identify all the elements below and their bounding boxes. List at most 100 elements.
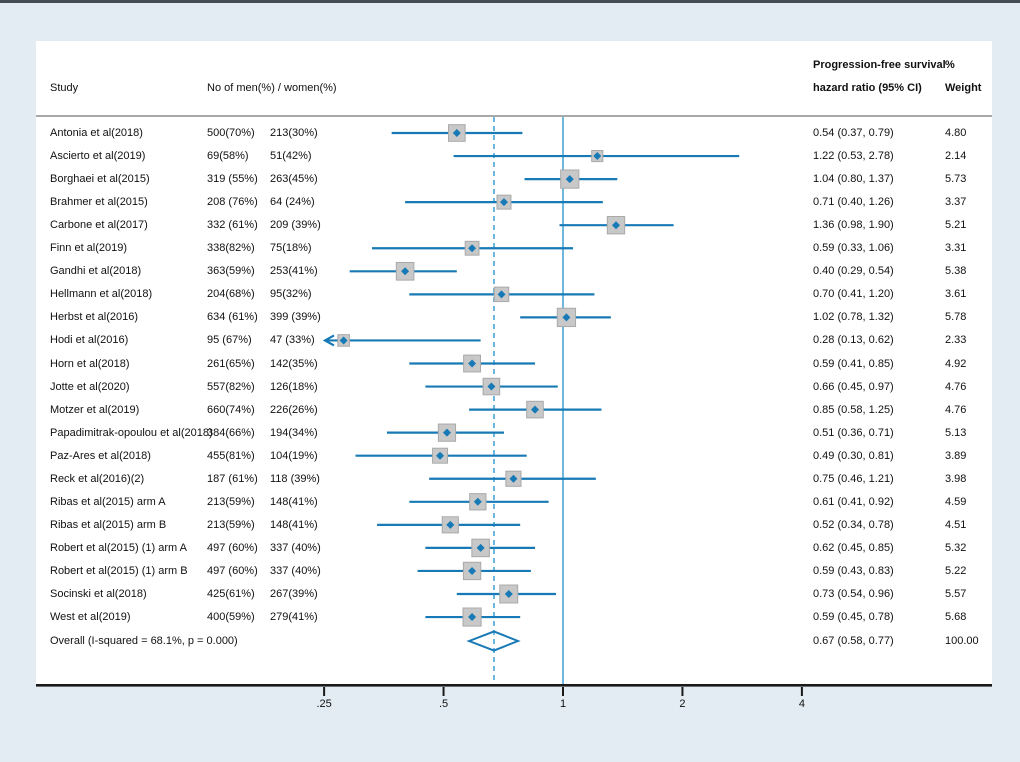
window-top-edge <box>0 0 1020 3</box>
women-count-value: 148(41%) <box>270 518 318 531</box>
point-estimate-diamond-marker <box>565 175 574 184</box>
men-count-value: 319 (55%) <box>207 173 258 186</box>
overall-weight-value: 100.00 <box>945 635 979 647</box>
study-label: Robert et al(2015) (1) arm B <box>50 564 188 577</box>
men-count-value: 69(58%) <box>207 150 249 163</box>
hazard-ratio-ci-value: 0.54 (0.37, 0.79) <box>813 127 894 139</box>
overall-label: Overall (I-squared = 68.1%, p = 0.000) <box>50 635 238 647</box>
column-header-hr-line2: hazard ratio (95% CI) <box>813 82 922 94</box>
point-estimate-diamond-marker <box>611 221 620 230</box>
weight-value: 3.37 <box>945 196 967 209</box>
men-count-value: 208 (76%) <box>207 196 258 209</box>
point-estimate-diamond-marker <box>436 451 445 460</box>
study-label: Ascierto et al(2019) <box>50 150 146 163</box>
men-count-value: 95 (67%) <box>207 334 252 347</box>
column-header-hr-line1: Progression-free survival <box>813 59 946 71</box>
weight-value: 5.68 <box>945 611 967 624</box>
men-count-value: 660(74%) <box>207 403 255 416</box>
hazard-ratio-ci-value: 1.02 (0.78, 1.32) <box>813 311 894 324</box>
hazard-ratio-ci-value: 0.49 (0.30, 0.81) <box>813 449 894 462</box>
weight-value: 4.59 <box>945 495 967 508</box>
women-count-value: 95(32%) <box>270 288 312 301</box>
men-count-value: 634 (61%) <box>207 311 258 324</box>
women-count-value: 75(18%) <box>270 242 312 255</box>
men-count-value: 187 (61%) <box>207 472 258 485</box>
women-count-value: 226(26%) <box>270 403 318 416</box>
men-count-value: 500(70%) <box>207 127 255 139</box>
hazard-ratio-ci-value: 0.59 (0.43, 0.83) <box>813 564 894 577</box>
study-label: Brahmer et al(2015) <box>50 196 148 209</box>
women-count-value: 279(41%) <box>270 611 318 624</box>
men-count-value: 261(65%) <box>207 357 255 370</box>
weight-value: 4.76 <box>945 403 967 416</box>
weight-value: 5.21 <box>945 219 967 232</box>
study-label: Jotte et al(2020) <box>50 380 130 393</box>
weight-value: 4.76 <box>945 380 967 393</box>
hazard-ratio-ci-value: 0.59 (0.41, 0.85) <box>813 357 894 370</box>
women-count-value: 64 (24%) <box>270 196 315 209</box>
hazard-ratio-ci-value: 0.85 (0.58, 1.25) <box>813 403 894 416</box>
point-estimate-diamond-marker <box>509 474 518 483</box>
study-label: Horn et al(2018) <box>50 357 130 370</box>
study-label: Socinski et al(2018) <box>50 588 147 600</box>
men-count-value: 338(82%) <box>207 242 255 255</box>
point-estimate-diamond-marker <box>442 428 451 437</box>
weight-value: 5.22 <box>945 564 967 577</box>
x-axis-line <box>36 684 992 687</box>
hazard-ratio-ci-value: 0.59 (0.45, 0.78) <box>813 611 894 624</box>
men-count-value: 213(59%) <box>207 495 255 508</box>
study-label: Gandhi et al(2018) <box>50 265 142 278</box>
hazard-ratio-ci-value: 0.75 (0.46, 1.21) <box>813 472 894 485</box>
point-estimate-diamond-marker <box>401 267 410 276</box>
study-label: Reck et al(2016)(2) <box>50 472 145 485</box>
men-count-value: 425(61%) <box>207 588 255 600</box>
men-count-value: 384(66%) <box>207 426 255 439</box>
weight-value: 5.13 <box>945 426 967 439</box>
men-count-value: 497 (60%) <box>207 541 258 554</box>
hazard-ratio-ci-value: 0.62 (0.45, 0.85) <box>813 541 894 554</box>
weight-value: 5.73 <box>945 173 967 186</box>
x-axis-tick-label: 1 <box>559 698 567 710</box>
women-count-value: 213(30%) <box>270 127 318 139</box>
hazard-ratio-ci-value: 0.71 (0.40, 1.26) <box>813 196 894 209</box>
study-label: Motzer et al(2019) <box>50 403 140 416</box>
study-label: Robert et al(2015) (1) arm A <box>50 541 187 554</box>
women-count-value: 337 (40%) <box>270 541 321 554</box>
weight-value: 3.98 <box>945 472 967 485</box>
weight-value: 5.38 <box>945 265 967 278</box>
men-count-value: 455(81%) <box>207 449 255 462</box>
men-count-value: 332 (61%) <box>207 219 258 232</box>
hazard-ratio-ci-value: 1.04 (0.80, 1.37) <box>813 173 894 186</box>
point-estimate-diamond-marker <box>593 152 602 161</box>
study-label: Hodi et al(2016) <box>50 334 129 347</box>
overall-pooled-diamond <box>466 630 521 652</box>
point-estimate-diamond-marker <box>499 198 508 207</box>
study-label: Antonia et al(2018) <box>50 127 143 139</box>
men-count-value: 400(59%) <box>207 611 255 624</box>
point-estimate-diamond-marker <box>530 405 539 414</box>
hazard-ratio-ci-value: 0.66 (0.45, 0.97) <box>813 380 894 393</box>
men-count-value: 363(59%) <box>207 265 255 278</box>
weight-value: 3.31 <box>945 242 967 255</box>
x-axis-tick <box>442 687 445 696</box>
study-label: Carbone et al(2017) <box>50 219 148 232</box>
study-label: Finn et al(2019) <box>50 242 128 255</box>
women-count-value: 194(34%) <box>270 426 318 439</box>
weight-value: 4.92 <box>945 357 967 370</box>
hazard-ratio-ci-value: 1.22 (0.53, 2.78) <box>813 150 894 163</box>
point-estimate-diamond-marker <box>446 520 455 529</box>
women-count-value: 337 (40%) <box>270 564 321 577</box>
x-axis-tick-label: 2 <box>679 698 686 710</box>
x-axis-tick <box>562 687 564 696</box>
x-axis-tick <box>800 687 803 696</box>
hazard-ratio-ci-value: 1.36 (0.98, 1.90) <box>813 219 894 232</box>
weight-value: 3.61 <box>945 288 967 301</box>
overall-hazard-ratio-ci-value: 0.67 (0.58, 0.77) <box>813 635 894 647</box>
weight-value: 2.14 <box>945 150 967 163</box>
women-count-value: 126(18%) <box>270 380 318 393</box>
weight-value: 5.57 <box>945 588 967 600</box>
weight-value: 4.80 <box>945 127 967 139</box>
hazard-ratio-ci-value: 0.70 (0.41, 1.20) <box>813 288 894 301</box>
weight-value: 5.78 <box>945 311 967 324</box>
